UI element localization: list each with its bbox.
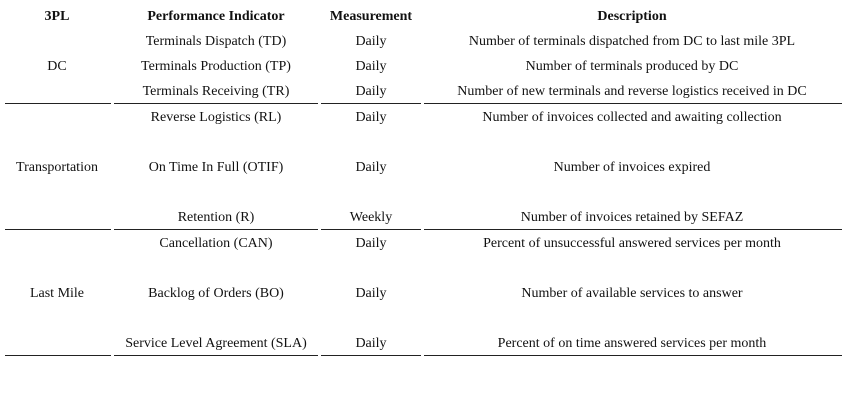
cell: Service Level Agreement (SLA) (125, 336, 307, 351)
cell: Retention (R) (178, 210, 255, 225)
cell: Number of terminals produced by DC (526, 59, 739, 74)
cell: Number of new terminals and reverse logi… (457, 84, 807, 99)
header-cell: Description (597, 9, 666, 24)
cell: On Time In Full (OTIF) (149, 160, 284, 175)
cell: Terminals Production (TP) (141, 59, 291, 74)
cell: Daily (355, 286, 386, 301)
cell: Number of invoices expired (554, 160, 711, 175)
cell: Backlog of Orders (BO) (148, 286, 284, 301)
cell: Daily (355, 84, 386, 99)
cell: Terminals Receiving (TR) (143, 84, 290, 99)
group-label: Transportation (16, 160, 98, 175)
cell: Daily (355, 34, 386, 49)
group-label: DC (47, 59, 66, 74)
cell: Daily (355, 110, 386, 125)
cell: Number of invoices collected and awaitin… (482, 110, 781, 125)
cell: Daily (355, 59, 386, 74)
cell: Percent of unsuccessful answered service… (483, 236, 781, 251)
cell: Terminals Dispatch (TD) (146, 34, 287, 49)
cell: Weekly (350, 210, 392, 225)
cell: Number of terminals dispatched from DC t… (469, 34, 795, 49)
cell: Number of available services to answer (521, 286, 743, 301)
cell: Number of invoices retained by SEFAZ (521, 210, 744, 225)
cell: Daily (355, 160, 386, 175)
cell: Daily (355, 236, 386, 251)
group-label: Last Mile (30, 286, 84, 301)
cell: Reverse Logistics (RL) (151, 110, 282, 125)
cell: Daily (355, 336, 386, 351)
cell: Cancellation (CAN) (159, 236, 272, 251)
header-cell: Measurement (330, 9, 412, 24)
header-cell: Performance Indicator (147, 9, 284, 24)
cell: Percent of on time answered services per… (498, 336, 767, 351)
header-cell: 3PL (45, 9, 70, 24)
